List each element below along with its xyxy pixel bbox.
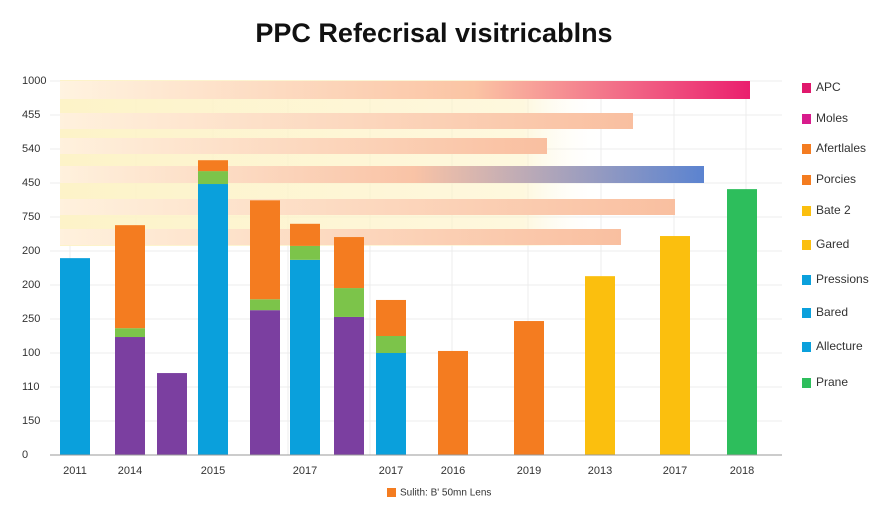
y-tick-label: 540 bbox=[22, 143, 40, 155]
band-area bbox=[60, 80, 605, 246]
legend-swatch bbox=[802, 308, 811, 318]
bar-segment bbox=[514, 321, 544, 455]
band bbox=[60, 81, 750, 99]
bar-segment bbox=[115, 337, 145, 455]
bar-segment bbox=[198, 160, 228, 172]
x-tick-label: 2018 bbox=[730, 465, 754, 477]
band bbox=[60, 199, 675, 215]
band bbox=[60, 166, 704, 183]
bar-segment bbox=[727, 189, 757, 455]
legend-swatch bbox=[802, 240, 811, 250]
x-tick-label: 2011 bbox=[63, 465, 87, 477]
legend-label: Bared bbox=[816, 305, 848, 319]
y-tick-label: 250 bbox=[22, 313, 40, 325]
bar-segment bbox=[660, 236, 690, 455]
bar-segment bbox=[60, 258, 90, 455]
legend-swatch bbox=[802, 144, 811, 154]
bar-segment bbox=[157, 373, 187, 455]
bar-segment bbox=[250, 200, 280, 300]
y-tick-label: 100 bbox=[22, 347, 40, 359]
legend-label: Pressions bbox=[816, 272, 869, 286]
bar-segment bbox=[250, 299, 280, 311]
x-tick-label: 2016 bbox=[441, 465, 465, 477]
y-tick-label: 200 bbox=[22, 245, 40, 257]
bar-segment bbox=[198, 184, 228, 455]
legend-label: Moles bbox=[816, 111, 848, 125]
x-tick-label: 2017 bbox=[663, 465, 687, 477]
x-tick-label: 2014 bbox=[118, 465, 142, 477]
bar-segment bbox=[290, 245, 320, 260]
bars bbox=[60, 160, 757, 455]
bar-segment bbox=[376, 336, 406, 353]
bar-segment bbox=[115, 328, 145, 338]
background-bands bbox=[60, 80, 750, 246]
y-tick-label: 1000 bbox=[22, 75, 46, 87]
y-tick-label: 455 bbox=[22, 109, 40, 121]
bar-segment bbox=[198, 171, 228, 185]
y-tick-label: 200 bbox=[22, 279, 40, 291]
legend-label: Gared bbox=[816, 237, 849, 251]
bar-segment bbox=[334, 316, 364, 455]
y-tick-label: 0 bbox=[22, 449, 28, 461]
bar-segment bbox=[438, 350, 468, 455]
legend-label: Allecture bbox=[816, 339, 863, 353]
legend-label: Afertlales bbox=[816, 141, 866, 155]
bar-segment bbox=[250, 310, 280, 455]
y-tick-label: 150 bbox=[22, 415, 40, 427]
x-tick-label: 2017 bbox=[379, 465, 403, 477]
legend-label: Bate 2 bbox=[816, 203, 851, 217]
legend-swatch bbox=[802, 275, 811, 285]
band bbox=[60, 113, 633, 129]
legend-label: Prane bbox=[816, 375, 848, 389]
x-tick-label: 2017 bbox=[293, 465, 317, 477]
bar-segment bbox=[334, 288, 364, 317]
footnote-marker bbox=[387, 488, 396, 497]
legend-swatch bbox=[802, 342, 811, 352]
legend-swatch bbox=[802, 83, 811, 93]
legend-label: APC bbox=[816, 80, 841, 94]
x-tick-label: 2015 bbox=[201, 465, 225, 477]
legend-swatch bbox=[802, 378, 811, 388]
legend-swatch bbox=[802, 114, 811, 124]
x-tick-label: 2019 bbox=[517, 465, 541, 477]
bar-segment bbox=[115, 225, 145, 329]
bar-segment bbox=[290, 223, 320, 246]
band bbox=[60, 138, 547, 154]
bar-segment bbox=[376, 353, 406, 455]
x-tick-label: 2013 bbox=[588, 465, 612, 477]
legend-swatch bbox=[802, 206, 811, 216]
bar-segment bbox=[334, 237, 364, 289]
y-tick-label: 750 bbox=[22, 211, 40, 223]
y-tick-label: 110 bbox=[22, 381, 40, 393]
bar-segment bbox=[290, 259, 320, 455]
bar-segment bbox=[376, 299, 406, 336]
bar-segment bbox=[585, 276, 615, 455]
legend: APC Moles Afertlales Porcies Bate 2 Gared Pres… bbox=[802, 80, 869, 389]
footnote: Sulith: B' 50mn Lens bbox=[400, 488, 491, 499]
legend-swatch bbox=[802, 175, 811, 185]
chart-title: PPC Refecrisal visitricablns bbox=[255, 18, 612, 48]
legend-label: Porcies bbox=[816, 172, 856, 186]
y-tick-label: 450 bbox=[22, 177, 40, 189]
